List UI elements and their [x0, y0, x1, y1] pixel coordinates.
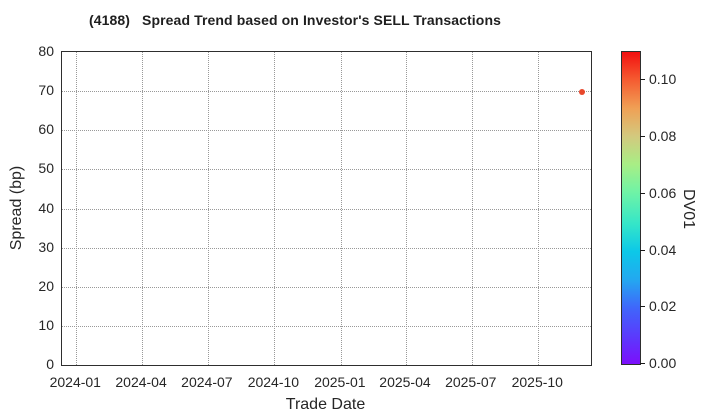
y-gridline: [62, 286, 591, 288]
x-gridline: [76, 52, 78, 365]
y-tick-label: 80: [38, 43, 54, 59]
colorbar-gradient: [621, 51, 641, 365]
x-gridline: [405, 52, 407, 365]
y-tick-label: 70: [38, 82, 54, 99]
x-tick-label: 2024-07: [181, 374, 233, 390]
x-gridline: [538, 52, 540, 365]
y-tick-label: 40: [38, 199, 54, 216]
y-tick-label: 0: [46, 356, 54, 372]
y-tick-label: 10: [38, 316, 54, 333]
colorbar-tick-label: 0.04: [649, 241, 677, 258]
x-tick-label: 2024-01: [49, 374, 101, 390]
y-gridline: [62, 130, 591, 132]
x-gridline: [471, 52, 473, 365]
x-tick-label: 2024-10: [247, 374, 300, 390]
y-tick-label: 50: [38, 160, 54, 177]
colorbar-tick-label: 0.00: [649, 355, 677, 371]
x-tick-label: 2025-01: [314, 374, 366, 390]
y-tick-label: 60: [38, 121, 54, 138]
x-tick-label: 2025-04: [379, 374, 431, 390]
colorbar-tick-label: 0.02: [649, 298, 677, 315]
y-gridline: [62, 208, 591, 210]
plot-area: [61, 51, 592, 366]
chart-title: (4188) Spread Trend based on Investor's …: [89, 12, 501, 28]
x-gridline: [142, 52, 144, 365]
colorbar-tick: [640, 306, 645, 308]
colorbar-tick: [640, 136, 645, 138]
y-gridline: [62, 169, 591, 171]
y-gridline: [62, 91, 591, 93]
x-gridline: [207, 52, 209, 365]
colorbar-tick-label: 0.08: [649, 128, 677, 145]
x-gridline: [274, 52, 276, 365]
colorbar-tick: [640, 249, 645, 251]
x-tick-label: 2025-10: [511, 374, 563, 390]
y-gridline: [62, 325, 591, 327]
data-point: [579, 89, 586, 96]
y-tick-label: 20: [38, 277, 54, 294]
y-tick-label: 30: [38, 238, 54, 255]
colorbar-tick: [640, 192, 645, 194]
x-axis-label: Trade Date: [285, 396, 366, 413]
x-tick-label: 2025-07: [445, 374, 497, 390]
colorbar-tick-label: 0.10: [649, 71, 677, 88]
colorbar-label: DV01: [680, 188, 697, 230]
x-tick-label: 2024-04: [115, 374, 167, 390]
colorbar-tick-label: 0.06: [649, 184, 677, 201]
colorbar-tick: [640, 79, 645, 81]
y-gridline: [62, 247, 591, 249]
x-gridline: [340, 52, 342, 365]
colorbar-tick: [640, 363, 645, 364]
